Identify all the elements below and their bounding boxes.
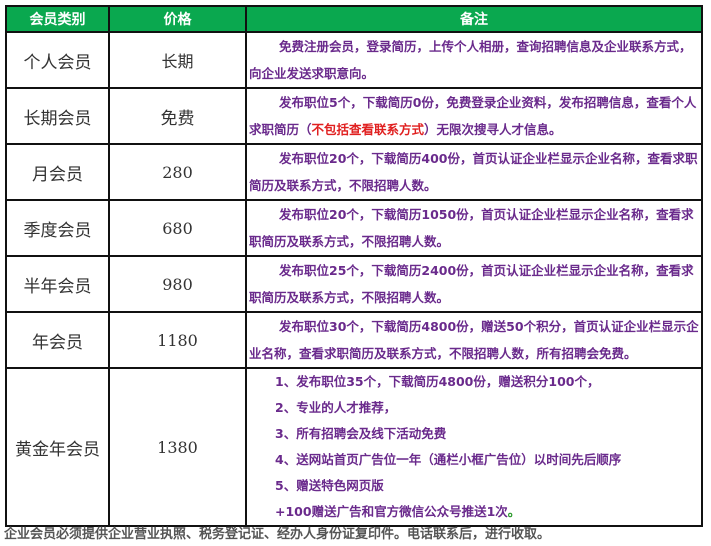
membership-table: 会员类别 价格 备注 个人会员 长期 免费注册会员，登录简历，上传个人相册，查询… [5,5,703,527]
price-cell: 280 [108,143,247,201]
note-cell: 1、发布职位35个，下载简历4800份，赠送积分100个， 2、专业的人才推荐，… [245,367,703,527]
benefit-text: +100赠送广告和官方微信公众号推送1次 [275,504,508,519]
note-cell: 发布职位30个，下载简历4800份，赠送50个积分，首页认证企业栏显示企业名称，… [245,311,703,369]
note-cell: 发布职位25个，下载简历2400份，首页认证企业栏显示企业名称，查看求职简历及联… [245,255,703,313]
category-cell: 黄金年会员 [5,367,110,527]
benefit-line: 5、赠送特色网页版 [275,478,384,493]
price-cell: 1180 [108,311,247,369]
note-cell: 发布职位20个，下载简历1050份，首页认证企业栏显示企业名称，查看求职简历及联… [245,199,703,257]
note-cell: 免费注册会员，登录简历，上传个人相册，查询招聘信息及企业联系方式，向企业发送求职… [245,31,703,89]
price-cell: 980 [108,255,247,313]
category-cell: 个人会员 [5,31,110,89]
category-cell: 年会员 [5,311,110,369]
note-text: 免费注册会员，登录简历，上传个人相册，查询招聘信息及企业联系方式，向企业发送求职… [249,39,692,81]
benefit-line: 2、专业的人才推荐， [275,400,397,415]
benefit-line-last: +100赠送广告和官方微信公众号推送1次。 [249,499,699,525]
table-row: 年会员 1180 发布职位30个，下载简历4800份，赠送50个积分，首页认证企… [5,311,703,369]
table-header: 会员类别 价格 备注 [5,5,703,33]
table-row: 黄金年会员 1380 1、发布职位35个，下载简历4800份，赠送积分100个，… [5,367,703,527]
benefit-line: 4、送网站首页广告位一年（通栏小框广告位）以时间先后顺序 [275,452,622,467]
price-cell: 1380 [108,367,247,527]
header-category: 会员类别 [5,5,110,33]
table-row: 月会员 280 发布职位20个，下载简历400份，首页认证企业栏显示企业名称，查… [5,143,703,201]
category-cell: 月会员 [5,143,110,201]
note-text: 发布职位30个，下载简历4800份，赠送50个积分，首页认证企业栏显示企业名称，… [249,319,699,361]
note-text: 发布职位25个，下载简历2400份，首页认证企业栏显示企业名称，查看求职简历及联… [249,263,694,305]
note-text: 发布职位20个，下载简历1050份，首页认证企业栏显示企业名称，查看求职简历及联… [249,207,694,249]
header-price: 价格 [108,5,247,33]
note-highlight: 不包括查看联系方式 [311,122,425,137]
note-cell: 发布职位20个，下载简历400份，首页认证企业栏显示企业名称，查看求职简历及联系… [245,143,703,201]
table-row: 个人会员 长期 免费注册会员，登录简历，上传个人相册，查询招聘信息及企业联系方式… [5,31,703,89]
header-notes: 备注 [245,5,703,33]
table-row: 长期会员 免费 发布职位5个，下载简历0份，免费登录企业资料，发布招聘信息，查看… [5,87,703,145]
note-text: 发布职位5个，下载简历0份，免费登录企业资料，发布招聘信息，查看个人求职简历（ [249,95,697,137]
note-cell: 发布职位5个，下载简历0份，免费登录企业资料，发布招聘信息，查看个人求职简历（不… [245,87,703,145]
price-cell: 长期 [108,31,247,89]
table-row: 半年会员 980 发布职位25个，下载简历2400份，首页认证企业栏显示企业名称… [5,255,703,313]
note-text: 发布职位20个，下载简历400份，首页认证企业栏显示企业名称，查看求职简历及联系… [249,151,698,193]
end-mark: 。 [507,504,521,519]
benefit-line: 1、发布职位35个，下载简历4800份，赠送积分100个， [275,374,600,389]
benefit-line: 3、所有招聘会及线下活动免费 [275,426,447,441]
note-text: ）无限次搜寻人才信息。 [424,122,562,137]
category-cell: 季度会员 [5,199,110,257]
price-cell: 免费 [108,87,247,145]
table-row: 季度会员 680 发布职位20个，下载简历1050份，首页认证企业栏显示企业名称… [5,199,703,257]
category-cell: 半年会员 [5,255,110,313]
footer-note: 企业会员必须提供企业营业执照、税务登记证、经办人身份证复印件。电话联系后，进行收… [4,527,551,542]
price-cell: 680 [108,199,247,257]
category-cell: 长期会员 [5,87,110,145]
